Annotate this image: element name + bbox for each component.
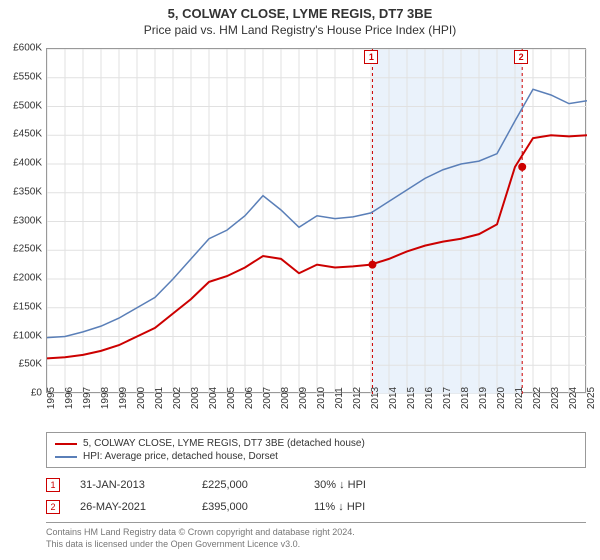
sale-marker-flag: 1: [364, 50, 378, 64]
x-tick-label: 2007: [262, 387, 273, 409]
x-tick-label: 2017: [442, 387, 453, 409]
sale-price: £225,000: [202, 479, 302, 491]
chart-plot-area: [46, 48, 586, 393]
x-tick-label: 2019: [478, 387, 489, 409]
legend-item-price-paid: 5, COLWAY CLOSE, LYME REGIS, DT7 3BE (de…: [55, 437, 577, 450]
title-block: 5, COLWAY CLOSE, LYME REGIS, DT7 3BE Pri…: [0, 0, 600, 37]
x-tick-label: 2023: [550, 387, 561, 409]
arrow-down-icon: ↓: [338, 501, 344, 513]
y-tick-label: £400K: [13, 158, 42, 169]
arrow-down-icon: ↓: [339, 479, 345, 491]
sale-date: 26-MAY-2021: [80, 501, 190, 513]
y-tick-label: £0: [31, 388, 42, 399]
legend-swatch: [55, 443, 77, 445]
x-tick-label: 1997: [82, 387, 93, 409]
sales-table: 1 31-JAN-2013 £225,000 30% ↓ HPI 2 26-MA…: [46, 474, 586, 518]
y-tick-label: £350K: [13, 186, 42, 197]
y-tick-label: £150K: [13, 301, 42, 312]
x-tick-label: 2025: [586, 387, 597, 409]
sale-price: £395,000: [202, 501, 302, 513]
y-tick-label: £200K: [13, 273, 42, 284]
sale-row: 1 31-JAN-2013 £225,000 30% ↓ HPI: [46, 474, 586, 496]
x-tick-label: 2006: [244, 387, 255, 409]
sale-marker-icon: 1: [46, 478, 60, 492]
x-tick-label: 2003: [190, 387, 201, 409]
x-tick-label: 2015: [406, 387, 417, 409]
x-tick-label: 2013: [370, 387, 381, 409]
x-tick-label: 2020: [496, 387, 507, 409]
x-tick-label: 2004: [208, 387, 219, 409]
x-tick-label: 2001: [154, 387, 165, 409]
x-tick-label: 1999: [118, 387, 129, 409]
y-tick-label: £600K: [13, 43, 42, 54]
y-tick-label: £550K: [13, 71, 42, 82]
y-tick-label: £250K: [13, 244, 42, 255]
x-tick-label: 1996: [64, 387, 75, 409]
sale-row: 2 26-MAY-2021 £395,000 11% ↓ HPI: [46, 496, 586, 518]
title-subtitle: Price paid vs. HM Land Registry's House …: [0, 23, 600, 37]
chart-container: 5, COLWAY CLOSE, LYME REGIS, DT7 3BE Pri…: [0, 0, 600, 560]
y-tick-label: £500K: [13, 100, 42, 111]
x-tick-label: 2000: [136, 387, 147, 409]
x-tick-label: 2024: [568, 387, 579, 409]
footer-attribution: Contains HM Land Registry data © Crown c…: [46, 522, 586, 550]
sale-marker-flag: 2: [514, 50, 528, 64]
legend-label: 5, COLWAY CLOSE, LYME REGIS, DT7 3BE (de…: [83, 438, 365, 449]
y-tick-label: £300K: [13, 215, 42, 226]
x-tick-label: 2010: [316, 387, 327, 409]
x-tick-label: 2022: [532, 387, 543, 409]
legend-swatch: [55, 456, 77, 458]
x-tick-label: 2014: [388, 387, 399, 409]
y-tick-label: £100K: [13, 330, 42, 341]
x-tick-label: 2008: [280, 387, 291, 409]
y-tick-label: £450K: [13, 129, 42, 140]
x-tick-label: 2005: [226, 387, 237, 409]
x-tick-label: 2016: [424, 387, 435, 409]
x-tick-label: 2011: [334, 387, 345, 409]
sale-delta: 11% ↓ HPI: [314, 501, 434, 513]
x-tick-label: 1998: [100, 387, 111, 409]
sale-delta: 30% ↓ HPI: [314, 479, 434, 491]
x-tick-label: 1995: [46, 387, 57, 409]
title-address: 5, COLWAY CLOSE, LYME REGIS, DT7 3BE: [0, 6, 600, 21]
sale-date: 31-JAN-2013: [80, 479, 190, 491]
y-tick-label: £50K: [19, 359, 42, 370]
legend-item-hpi: HPI: Average price, detached house, Dors…: [55, 450, 577, 463]
chart-svg: [47, 49, 587, 394]
footer-line: Contains HM Land Registry data © Crown c…: [46, 527, 586, 539]
footer-line: This data is licensed under the Open Gov…: [46, 539, 586, 551]
legend-label: HPI: Average price, detached house, Dors…: [83, 451, 278, 462]
x-tick-label: 2002: [172, 387, 183, 409]
sale-marker-icon: 2: [46, 500, 60, 514]
x-tick-label: 2012: [352, 387, 363, 409]
x-tick-label: 2009: [298, 387, 309, 409]
legend: 5, COLWAY CLOSE, LYME REGIS, DT7 3BE (de…: [46, 432, 586, 468]
x-tick-label: 2021: [514, 387, 525, 409]
x-tick-label: 2018: [460, 387, 471, 409]
